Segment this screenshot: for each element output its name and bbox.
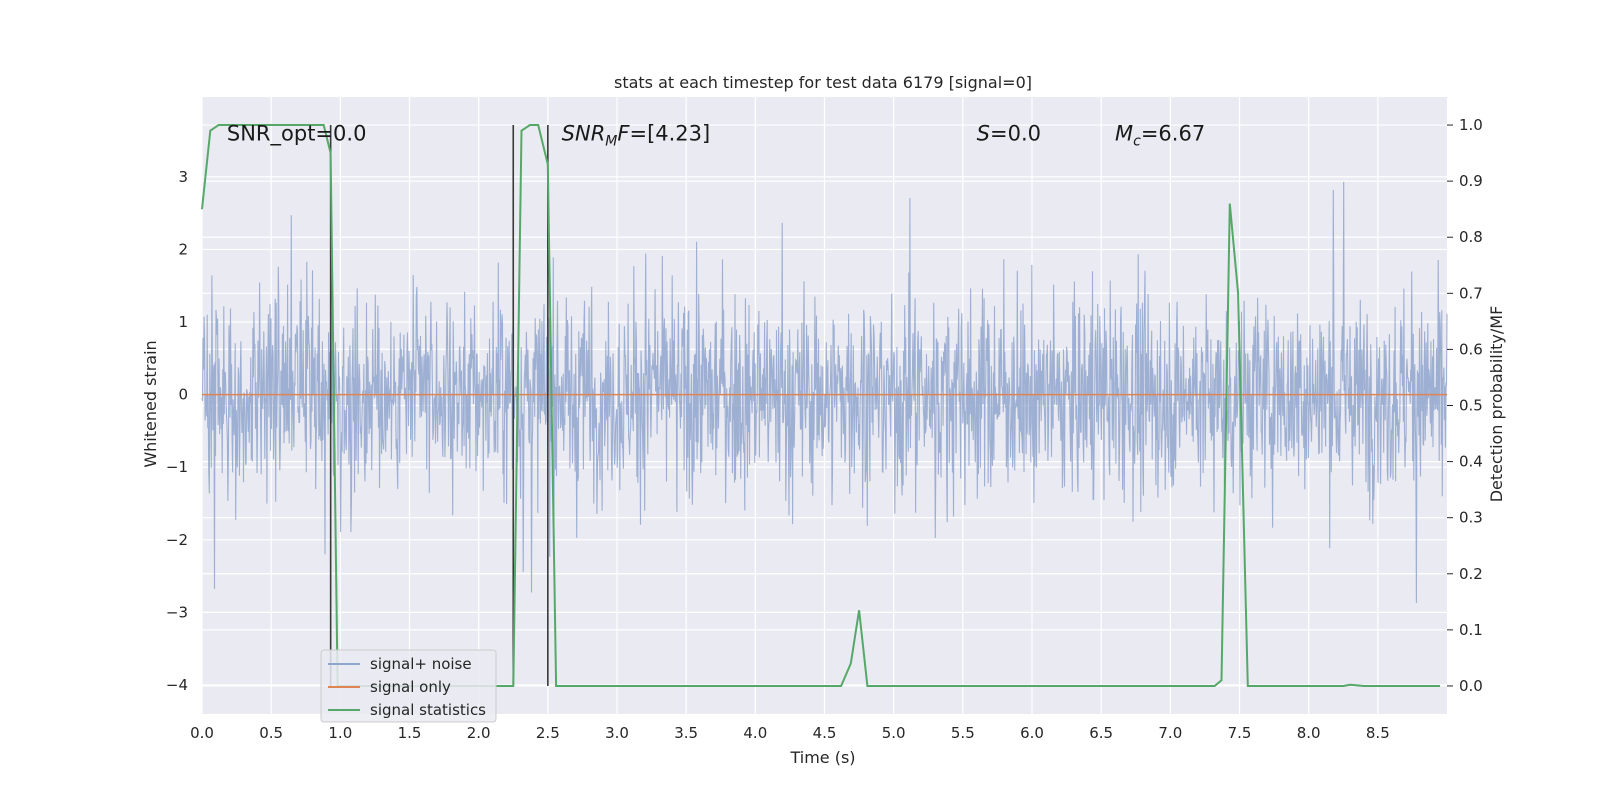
x-tick-label: 7.5	[1228, 724, 1252, 742]
annotations: SNR_opt=0.0 SNRMF=[4.23] S=0.0 Mc=6.67	[227, 121, 1205, 149]
annotation-text: SNRMF=[4.23]	[562, 121, 711, 149]
plot-area	[201, 97, 1448, 714]
x-axis: 0.0 0.5 1.0 1.5 2.0 2.5 3.0 3.5 4.0 4.5 5.0 5.5 6.0 6…	[190, 724, 1390, 742]
x-tick-label: 5.0	[882, 724, 906, 742]
y-axis-right: 1.0 0.9 0.8 0.7 0.6 0.5 0.4 0.3 0.2 0.1 0.0	[1447, 116, 1483, 695]
y-right-tick-label: 0.7	[1459, 284, 1483, 302]
x-tick-label: 4.0	[743, 724, 767, 742]
y-tick-label: −2	[166, 531, 188, 549]
y-right-tick-label: 0.0	[1459, 677, 1483, 695]
legend-label: signal only	[370, 678, 451, 696]
x-tick-label: 2.5	[536, 724, 560, 742]
x-tick-label: 0.5	[259, 724, 283, 742]
x-tick-label: 6.0	[1020, 724, 1044, 742]
y-right-tick-label: 0.3	[1459, 509, 1483, 527]
y-axis-label: Whitened strain	[141, 340, 160, 467]
x-tick-label: 1.0	[328, 724, 352, 742]
y-tick-label: −1	[166, 458, 188, 476]
chart-title: stats at each timestep for test data 617…	[614, 73, 1032, 92]
y-tick-label: 1	[178, 313, 188, 331]
y-right-tick-label: 0.6	[1459, 340, 1483, 358]
y-tick-label: 0	[178, 386, 188, 404]
x-tick-label: 8.5	[1366, 724, 1390, 742]
legend-label: signal statistics	[370, 701, 486, 719]
x-tick-label: 2.0	[467, 724, 491, 742]
y-tick-label: −4	[166, 676, 188, 694]
annotation-text: S=0.0	[977, 121, 1041, 145]
y-right-tick-label: 1.0	[1459, 116, 1483, 134]
x-tick-label: 7.0	[1158, 724, 1182, 742]
x-tick-label: 0.0	[190, 724, 214, 742]
x-tick-label: 3.5	[674, 724, 698, 742]
y-axis-right-label: Detection probability/MF	[1487, 306, 1506, 503]
y-tick-label: 3	[178, 168, 188, 186]
x-tick-label: 3.0	[605, 724, 629, 742]
annotation-text: Mc=6.67	[1115, 121, 1205, 149]
x-tick-label: 4.5	[813, 724, 837, 742]
legend-box	[320, 649, 497, 723]
y-right-tick-label: 0.1	[1459, 621, 1483, 639]
y-tick-label: 2	[178, 240, 188, 258]
y-tick-label: −3	[166, 603, 188, 621]
y-right-tick-label: 0.5	[1459, 397, 1483, 415]
legend: signal+ noise signal only signal statistic…	[320, 649, 497, 723]
y-right-tick-label: 0.2	[1459, 565, 1483, 583]
x-tick-label: 1.5	[398, 724, 422, 742]
y-right-tick-label: 0.8	[1459, 228, 1483, 246]
legend-label: signal+ noise	[370, 655, 472, 673]
x-tick-label: 5.5	[951, 724, 975, 742]
y-right-tick-label: 0.9	[1459, 172, 1483, 190]
x-tick-label: 6.5	[1089, 724, 1113, 742]
x-axis-label: Time (s)	[789, 748, 855, 767]
annotation-text: SNR_opt=0.0	[227, 121, 367, 146]
x-tick-label: 8.0	[1297, 724, 1321, 742]
series-signal-statistics-line	[201, 124, 1441, 687]
y-axis-left: 3 2 1 0 −1 −2 −3 −4	[166, 168, 188, 694]
y-right-tick-label: 0.4	[1459, 453, 1483, 471]
